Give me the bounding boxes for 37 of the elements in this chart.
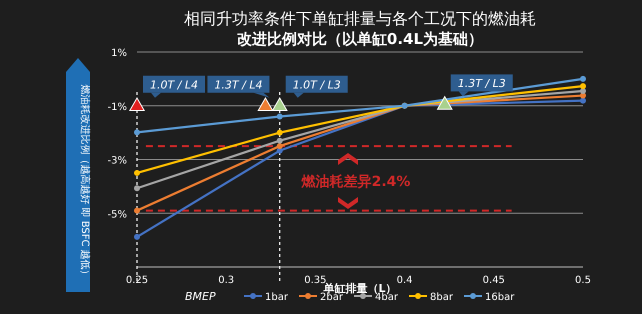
point — [276, 114, 283, 120]
annotation: 1.3T / L4 — [214, 78, 262, 92]
y-axis-title: 燃油耗改进比例（越高越好 即 BSFC 越低） — [79, 84, 91, 280]
point — [134, 234, 140, 240]
y-tick-label: 1% — [111, 48, 127, 59]
point — [276, 143, 283, 150]
annotation: 燃油耗差异2.4% — [300, 174, 410, 190]
legend-label: 8bar — [430, 292, 454, 303]
y-tick-label: -1% — [108, 102, 127, 113]
legend-label: 16bar — [485, 292, 516, 303]
annotation: 1.3T / L3 — [458, 76, 506, 90]
point — [134, 129, 140, 136]
x-tick-label: 0.25 — [126, 275, 148, 286]
chart-subtitle: 改进比例对比（以单缸0.4L为基础） — [236, 30, 484, 48]
x-tick-label: 0.4 — [396, 275, 413, 286]
point — [276, 138, 283, 144]
annotation: 1.0T / L3 — [292, 78, 341, 92]
legend-title: BMEP — [185, 290, 216, 303]
legend-label: 2bar — [320, 292, 344, 303]
point — [272, 97, 288, 112]
x-tick-label: 0.5 — [575, 275, 591, 286]
point — [129, 97, 145, 112]
legend-label: 1bar — [265, 292, 289, 303]
x-tick-label: 0.45 — [482, 275, 505, 286]
point — [580, 98, 586, 104]
chart-title: 相同升功率条件下单缸排量与各个工况下的燃油耗 — [184, 9, 536, 28]
point — [580, 76, 586, 82]
annotation: 1.0T / L4 — [150, 78, 198, 92]
point — [276, 130, 283, 136]
point — [580, 83, 586, 90]
y-tick-label: -3% — [108, 156, 127, 166]
point — [437, 96, 452, 110]
x-tick-label: 0.3 — [218, 275, 234, 286]
point — [134, 170, 140, 176]
point — [134, 208, 140, 214]
y-tick-label: -5% — [108, 209, 127, 220]
point — [134, 185, 140, 192]
